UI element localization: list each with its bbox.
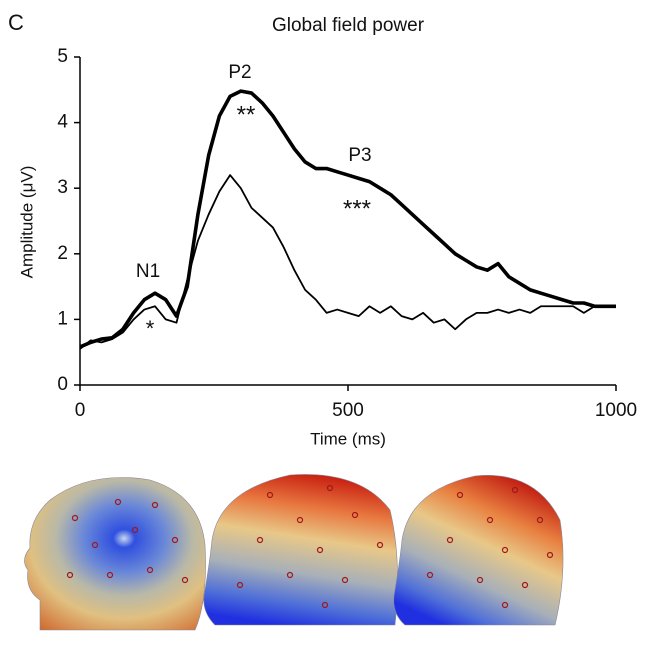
head-map-2 [203,474,398,626]
topography-maps [24,474,564,631]
panel-label: C [8,10,24,35]
annotation: * [146,316,155,341]
y-tick-label: 0 [57,374,68,395]
x-tick-label: 0 [75,400,86,421]
annotation: P2 [228,62,251,83]
head-map-1 [24,477,206,631]
line-series [79,89,616,349]
y-tick-label: 1 [57,308,68,329]
y-tick-label: 2 [57,243,68,264]
x-tick-label: 500 [332,400,364,421]
y-tick-label: 4 [57,112,68,133]
y-axis-label: Amplitude (μV) [17,166,36,279]
x-axis-label: Time (ms) [310,429,386,448]
y-tick-label: 5 [57,46,68,67]
annotation: ** [237,101,256,128]
annotation: P3 [348,145,371,166]
electrodes [66,484,554,609]
y-tick-label: 3 [57,177,68,198]
line-series [79,174,616,350]
head-map-3 [393,475,564,626]
x-tick-label: 1000 [595,400,637,421]
annotation: N1 [136,261,160,282]
annotation: *** [343,195,371,222]
plot-area: 0 1 2 3 4 5 0 500 1000 N1 * P2 ** P3 *** [57,46,637,421]
chart-title: Global field power [272,15,425,36]
